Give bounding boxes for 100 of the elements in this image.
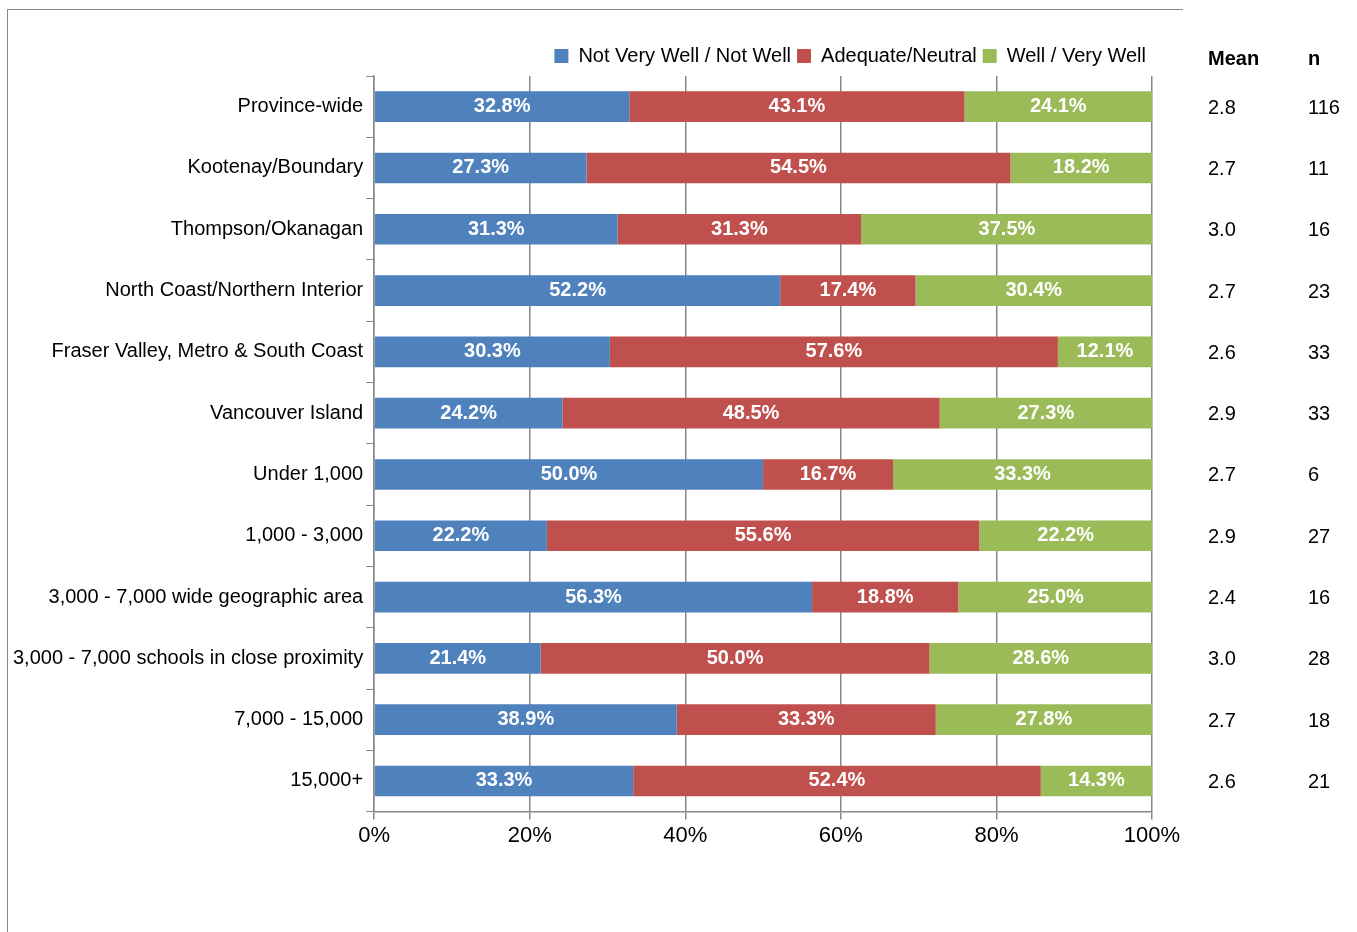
bar bbox=[374, 581, 813, 613]
data-label: 28.6% bbox=[1012, 645, 1070, 668]
legend-label: Not Very Well / Not Well bbox=[578, 43, 792, 66]
data-label: 17.4% bbox=[819, 278, 877, 301]
bar bbox=[586, 152, 1011, 184]
bar bbox=[374, 704, 677, 735]
x-tick-label: 0% bbox=[358, 821, 391, 847]
bar bbox=[374, 336, 610, 368]
legend-label: Well / Very Well bbox=[1006, 43, 1146, 66]
y-tick-label: Thompson/Okanagan bbox=[170, 216, 364, 239]
y-tick-label: North Coast/Northern Interior bbox=[105, 278, 364, 301]
data-label: 56.3% bbox=[565, 584, 623, 607]
data-label: 55.6% bbox=[734, 523, 792, 546]
bar bbox=[629, 91, 965, 122]
bar bbox=[964, 91, 1152, 122]
y-tick-label: Province-wide bbox=[237, 94, 364, 117]
data-label: 25.0% bbox=[1027, 584, 1085, 607]
text: 2.7 bbox=[1208, 279, 1236, 303]
data-label: 57.6% bbox=[805, 339, 863, 362]
x-tick-label: 40% bbox=[663, 821, 708, 847]
data-label: 37.5% bbox=[978, 216, 1036, 239]
data-label: 22.2% bbox=[432, 523, 490, 546]
text: 33 bbox=[1308, 401, 1331, 425]
data-label: 50.0% bbox=[540, 461, 598, 484]
bar bbox=[562, 397, 940, 429]
data-label: 27.3% bbox=[1017, 400, 1075, 423]
data-label: 27.3% bbox=[452, 155, 510, 178]
bar bbox=[374, 765, 634, 797]
bar bbox=[958, 581, 1152, 613]
text: 3.0 bbox=[1208, 646, 1236, 670]
data-label: 31.3% bbox=[711, 216, 768, 239]
data-label: 18.8% bbox=[856, 584, 914, 607]
data-label: 54.5% bbox=[770, 155, 828, 178]
data-label: 33.3% bbox=[777, 707, 835, 730]
bar bbox=[374, 152, 587, 184]
data-label: 31.3% bbox=[467, 216, 525, 239]
bar bbox=[374, 91, 630, 122]
data-label: 21.4% bbox=[429, 645, 487, 668]
text: 2.6 bbox=[1208, 340, 1236, 364]
data-label: 22.2% bbox=[1037, 523, 1095, 546]
x-tick-label: 100% bbox=[1123, 821, 1181, 847]
text: 16 bbox=[1308, 585, 1331, 609]
text: 28 bbox=[1308, 646, 1331, 670]
bar bbox=[633, 765, 1041, 797]
text: 2.6 bbox=[1208, 769, 1236, 793]
data-label: 30.3% bbox=[464, 339, 521, 362]
y-tick-label: 3,000 - 7,000 wide geographic area bbox=[48, 584, 365, 607]
bar bbox=[780, 275, 916, 306]
text: 3.0 bbox=[1208, 217, 1236, 241]
legend-label: Adequate/Neutral bbox=[821, 43, 977, 66]
text: Mean bbox=[1208, 46, 1260, 70]
bar bbox=[374, 213, 618, 245]
bar bbox=[763, 459, 893, 490]
data-label: 16.7% bbox=[799, 461, 857, 484]
text: 2.7 bbox=[1208, 156, 1236, 180]
y-tick-label: 15,000+ bbox=[290, 768, 364, 791]
data-label: 30.4% bbox=[1005, 278, 1063, 301]
bar bbox=[374, 397, 563, 429]
data-label: 24.2% bbox=[440, 400, 498, 423]
text: 23 bbox=[1308, 279, 1331, 303]
y-tick-label: 7,000 - 15,000 bbox=[234, 707, 364, 730]
text: 33 bbox=[1308, 340, 1331, 364]
data-label: 33.3% bbox=[994, 461, 1052, 484]
data-label: 12.1% bbox=[1076, 339, 1134, 362]
text: n bbox=[1308, 46, 1321, 70]
bar bbox=[374, 459, 764, 490]
bar bbox=[939, 397, 1152, 429]
x-tick-label: 20% bbox=[507, 821, 552, 847]
text: 116 bbox=[1308, 95, 1340, 119]
x-tick-label: 80% bbox=[974, 821, 1019, 847]
y-tick-label: 1,000 - 3,000 bbox=[245, 523, 364, 546]
y-tick-label: Vancouver Island bbox=[210, 400, 364, 423]
bar bbox=[892, 459, 1152, 490]
data-label: 38.9% bbox=[497, 707, 555, 730]
bar bbox=[374, 643, 541, 674]
bar bbox=[935, 704, 1152, 735]
bar bbox=[540, 643, 930, 674]
text: 27 bbox=[1308, 524, 1331, 548]
text: 18 bbox=[1308, 708, 1331, 732]
x-tick-label: 60% bbox=[818, 821, 863, 847]
bar bbox=[546, 520, 980, 552]
text: 6 bbox=[1308, 462, 1320, 486]
text: 2.9 bbox=[1208, 524, 1236, 548]
text: 2.9 bbox=[1208, 401, 1236, 425]
data-label: 18.2% bbox=[1052, 155, 1110, 178]
y-tick-label: Fraser Valley, Metro & South Coast bbox=[51, 339, 364, 362]
y-tick-label: 3,000 - 7,000 schools in close proximity bbox=[12, 645, 364, 668]
bar bbox=[929, 643, 1152, 674]
bar bbox=[861, 213, 1152, 245]
bar bbox=[617, 213, 862, 245]
text: 2.8 bbox=[1208, 95, 1236, 119]
data-label: 43.1% bbox=[768, 94, 826, 117]
text: 2.4 bbox=[1208, 585, 1236, 609]
bar bbox=[374, 520, 547, 552]
data-label: 48.5% bbox=[722, 400, 780, 423]
bar bbox=[374, 275, 781, 306]
text: 2.7 bbox=[1208, 708, 1236, 732]
data-label: 52.2% bbox=[549, 278, 607, 301]
data-label: 14.3% bbox=[1068, 768, 1125, 791]
data-label: 24.1% bbox=[1029, 94, 1087, 117]
